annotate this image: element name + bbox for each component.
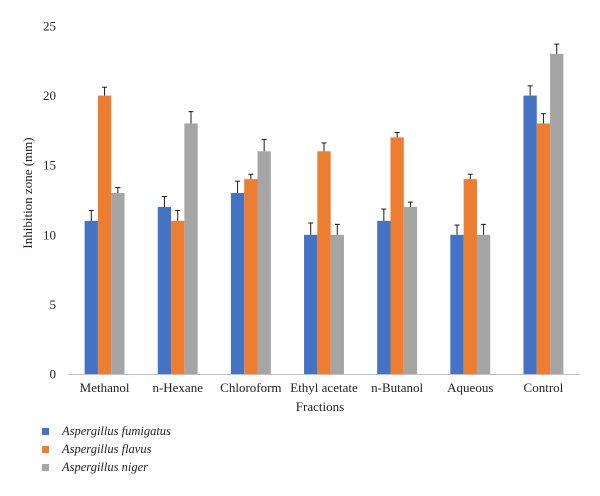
x-tick-label: Chloroform [220,380,281,395]
bar-aspergillus-flavus-n-hexane [171,220,185,374]
x-tick-label: Ethyl acetate [290,380,358,395]
y-tick-label: 15 [43,158,56,173]
y-axis-title: Inhibition zone (mm) [20,137,35,248]
bar-aspergillus-flavus-methanol [97,95,112,374]
y-tick-label: 5 [50,297,57,312]
x-axis-title: Fractions [296,399,344,414]
bar-aspergillus-fumigatus-n-butanol [377,220,391,374]
bar-aspergillus-niger-methanol [111,193,125,374]
bar-aspergillus-niger-chloroform [257,151,271,374]
y-axis-ticks: 0 5 10 15 20 25 [43,19,56,382]
bar-aspergillus-fumigatus-control [523,95,537,374]
y-tick-label: 10 [43,227,56,242]
bar-aspergillus-fumigatus-methanol [84,220,98,374]
y-tick-label: 25 [43,19,56,34]
legend-swatch [42,464,49,471]
bar-aspergillus-flavus-aqueous [463,179,477,374]
bar-aspergillus-niger-n-butanol [403,206,418,374]
x-tick-label: Methanol [80,380,130,395]
bar-aspergillus-niger-aqueous [476,234,491,374]
x-tick-label: Control [524,380,564,395]
error-bars-group [88,43,560,235]
legend-label: Aspergillus niger [61,460,148,474]
x-axis-ticks: Methanol n-Hexane Chloroform Ethyl acetate n… [80,380,564,395]
legend-label: Aspergillus flavus [61,442,152,456]
bars-group [84,53,564,375]
bar-aspergillus-flavus-control [536,123,551,374]
bar-aspergillus-fumigatus-chloroform [230,193,245,374]
x-tick-label: Aqueous [447,380,493,395]
legend-swatch [42,446,49,453]
bar-aspergillus-fumigatus-n-hexane [157,206,172,374]
legend-label: Aspergillus fumigatus [61,424,171,438]
x-tick-label: n-Hexane [152,380,203,395]
bar-aspergillus-niger-ethyl-acetate [330,234,344,374]
bar-aspergillus-niger-control [550,53,564,375]
bar-aspergillus-flavus-ethyl-acetate [317,151,331,374]
bar-aspergillus-flavus-n-butanol [390,137,404,374]
bar-aspergillus-niger-n-hexane [184,123,198,374]
bar-aspergillus-fumigatus-aqueous [450,234,464,374]
legend-swatch [42,428,49,435]
y-tick-label: 20 [43,88,56,103]
x-tick-label: n-Butanol [371,380,423,395]
y-tick-label: 0 [50,367,57,382]
legend: Aspergillus fumigatus Aspergillus flavus A… [42,424,171,474]
bar-aspergillus-flavus-chloroform [244,179,258,374]
bar-aspergillus-fumigatus-ethyl-acetate [304,234,318,374]
y-axis-title-group: Inhibition zone (mm) [20,137,35,248]
